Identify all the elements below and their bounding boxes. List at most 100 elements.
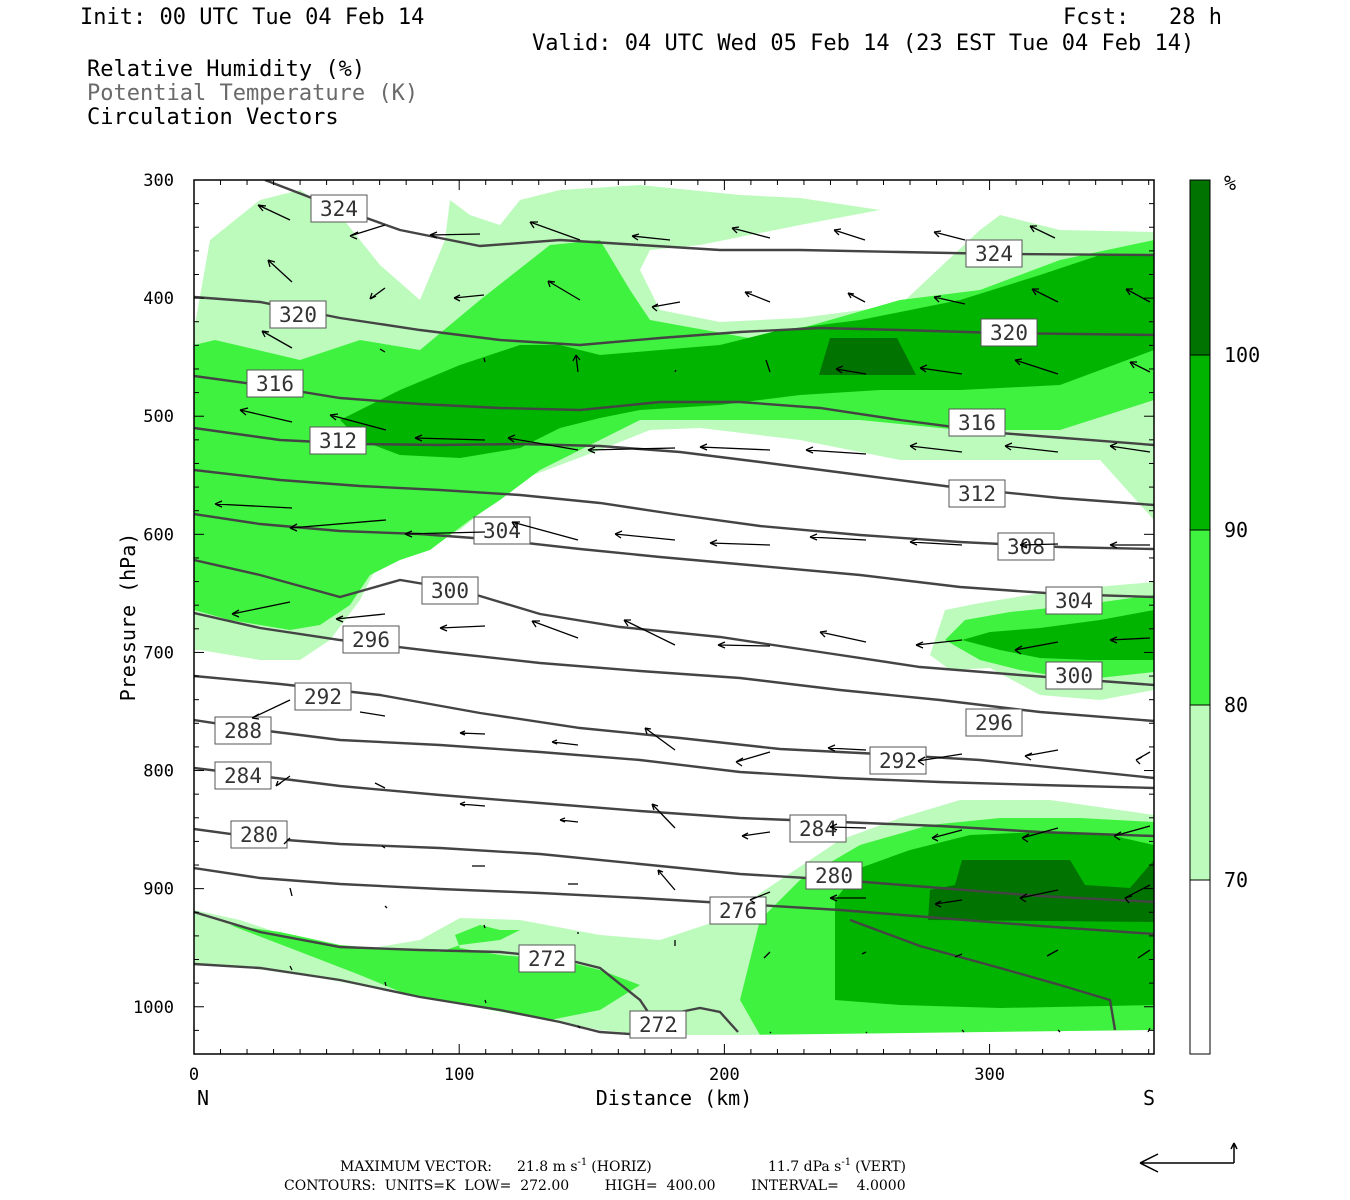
theta-label: 308 <box>997 532 1055 561</box>
theta-label: 304 <box>473 516 531 545</box>
theta-label: 280 <box>805 861 863 890</box>
theta-label: 276 <box>709 896 767 925</box>
theta-label: 284 <box>214 761 272 790</box>
theta-label: 316 <box>948 408 1006 437</box>
theta-label: 300 <box>421 576 479 605</box>
contours-info: CONTOURS: UNITS=K LOW= 272.00 HIGH= 400.… <box>284 1178 906 1194</box>
colorbar-bin-100 <box>1190 180 1210 355</box>
theta-label-text: 288 <box>224 719 262 743</box>
theta-label-text: 316 <box>958 411 996 435</box>
theta-contour <box>194 374 1154 447</box>
theta-label-text: 272 <box>639 1013 677 1037</box>
theta-labels: 324 324 320 320 316 316 312 312 308 304 … <box>214 194 1103 1039</box>
theta-contour <box>194 512 1154 599</box>
theta-contour <box>264 180 1154 257</box>
theta-label-text: 280 <box>815 864 853 888</box>
y-tick-label: 300 <box>143 171 174 191</box>
colorbar-frame <box>1189 179 1211 1055</box>
theta-label-text: 272 <box>528 947 566 971</box>
theta-contour <box>194 827 1154 904</box>
theta-label: 292 <box>869 746 927 775</box>
theta-label-text: 320 <box>279 303 317 327</box>
theta-label: 272 <box>629 1010 687 1039</box>
y-tick-label: 600 <box>143 525 174 545</box>
colorbar-bin-70 <box>1190 705 1210 880</box>
x-tick-label: 100 <box>444 1065 475 1085</box>
x-tick-label: 200 <box>709 1065 740 1085</box>
colorbar-label-70: 70 <box>1224 868 1248 892</box>
theta-label-text: 324 <box>320 197 358 221</box>
theta-label-text: 276 <box>719 899 757 923</box>
x-tick-label: 300 <box>974 1065 1005 1085</box>
colorbar-label-90: 90 <box>1224 518 1248 542</box>
max-vector-vert: 11.7 dPa s-1 (VERT) <box>768 1157 906 1175</box>
theta-contour <box>194 866 1154 936</box>
theta-label-text: 300 <box>431 579 469 603</box>
theta-contour <box>194 558 1154 687</box>
theta-label-text: 312 <box>958 482 996 506</box>
y-tick-label: 800 <box>143 762 174 782</box>
theta-label: 272 <box>518 944 576 973</box>
theta-label-text: 320 <box>990 321 1028 345</box>
theta-label: 296 <box>342 625 400 654</box>
theta-label-text: 316 <box>256 372 294 396</box>
theta-contour <box>194 611 1154 723</box>
theta-label: 296 <box>965 708 1023 737</box>
axis-tick-labels: 0 100 200 300 300 400 500 600 700 800 900 1000 <box>133 171 1005 1085</box>
plot-frame <box>193 179 1155 1055</box>
theta-label-text: 296 <box>352 628 390 652</box>
y-tick-label: 400 <box>143 289 174 309</box>
legend-relative-humidity: Relative Humidity (%) <box>87 57 366 82</box>
theta-contour <box>194 468 1154 551</box>
max-vector-horiz-exp: -1 <box>578 1157 588 1168</box>
rh-80-patch-small <box>255 597 270 603</box>
terrain-blank <box>194 965 1154 1054</box>
theta-contour <box>194 910 661 1031</box>
theta-label-text: 312 <box>319 429 357 453</box>
theta-label: 304 <box>1045 586 1103 615</box>
valid-time: Valid: 04 UTC Wed 05 Feb 14 (23 EST Tue … <box>532 31 1195 56</box>
colorbar-bin-90 <box>1190 355 1210 530</box>
theta-label-text: 284 <box>799 817 837 841</box>
theta-label-text: 296 <box>975 711 1013 735</box>
x-tick-label: 0 <box>189 1065 199 1085</box>
reference-vector-icon <box>1139 1142 1238 1173</box>
vector-arrows <box>214 204 1151 1034</box>
theta-label: 320 <box>269 300 327 329</box>
humidity-shading <box>194 185 1154 1054</box>
y-axis-label: Pressure (hPa) <box>116 533 140 702</box>
colorbar: % 100 90 80 70 <box>1189 171 1260 1055</box>
theta-label-text: 292 <box>304 685 342 709</box>
y-tick-label: 500 <box>143 407 174 427</box>
x-axis-right-end-label: S <box>1143 1086 1155 1110</box>
colorbar-label-80: 80 <box>1224 693 1248 717</box>
max-vector-label: MAXIMUM VECTOR: <box>340 1159 492 1175</box>
theta-label: 284 <box>789 814 847 843</box>
legend-potential-temperature: Potential Temperature (K) <box>87 81 419 106</box>
max-vector-horiz-value: 21.8 m s <box>517 1159 578 1175</box>
theta-label: 324 <box>965 239 1023 268</box>
theta-label: 292 <box>294 682 352 711</box>
max-vector-horiz: 21.8 m s-1 (HORIZ) <box>517 1157 652 1175</box>
y-tick-label: 1000 <box>133 998 174 1018</box>
rh-100-band-upper <box>819 338 916 375</box>
y-tick-label: 700 <box>143 643 174 663</box>
theta-label: 312 <box>309 426 367 455</box>
colorbar-label-100: 100 <box>1224 343 1260 367</box>
max-vector-vert-value: 11.7 dPa s <box>768 1159 841 1175</box>
theta-label-text: 284 <box>224 764 262 788</box>
theta-label: 316 <box>246 369 304 398</box>
theta-label: 320 <box>980 318 1038 347</box>
theta-label-text: 324 <box>975 242 1013 266</box>
theta-label: 288 <box>214 716 272 745</box>
theta-label: 324 <box>310 194 368 223</box>
forecast-hour: Fcst: 28 h <box>1063 5 1222 30</box>
rh-90-band-upper <box>340 255 1154 458</box>
theta-label: 312 <box>948 479 1006 508</box>
theta-contour <box>194 718 1154 790</box>
legend-circulation-vectors: Circulation Vectors <box>87 105 339 130</box>
colorbar-bin-80 <box>1190 530 1210 705</box>
colorbar-bin-below <box>1190 880 1210 1054</box>
theta-contour <box>849 918 1117 1031</box>
